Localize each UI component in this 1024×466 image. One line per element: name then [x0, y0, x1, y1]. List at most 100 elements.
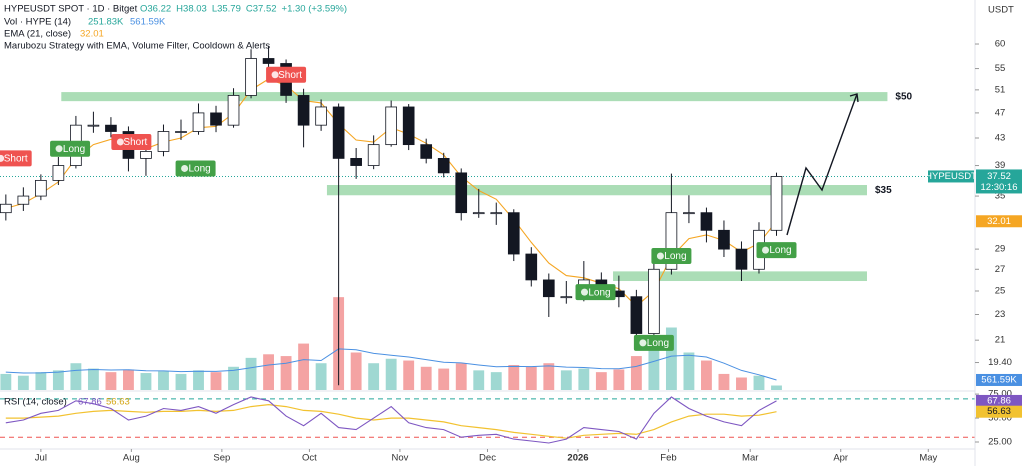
rsi-ma-line — [5, 403, 777, 439]
y-tick-label: 27 — [995, 264, 1006, 275]
countdown-label: 12:30:16 — [981, 182, 1018, 193]
volume-bar — [245, 357, 257, 390]
volume-bar — [368, 363, 380, 390]
signal-badge — [175, 160, 216, 177]
volume-bar — [771, 385, 782, 390]
currency: USDT — [988, 5, 1014, 16]
y-tick-label: 29 — [995, 244, 1006, 255]
ema-title: EMA (21, close) — [4, 29, 71, 40]
candle-body — [175, 131, 187, 133]
signal-icon — [181, 164, 189, 172]
candle-body — [560, 296, 573, 299]
signal-icon — [116, 138, 124, 146]
candle-body — [385, 106, 397, 146]
signal-label: Short — [123, 137, 147, 148]
volume-value: 251.83K — [88, 17, 124, 28]
plot-area: Short Short Short Long Long Long Long Long Long — [0, 45, 975, 444]
volume-bar — [736, 377, 747, 390]
signal-badge — [50, 140, 91, 157]
volume-bar — [35, 372, 47, 390]
candle-body — [770, 176, 783, 231]
candle-body — [507, 212, 520, 255]
volume-bar — [648, 336, 660, 390]
candle-body — [472, 212, 485, 215]
y-tick-label: 23 — [995, 309, 1006, 320]
last-price-tag — [976, 169, 1022, 194]
signal-badge — [651, 248, 692, 265]
volume-ma-line — [5, 348, 777, 381]
candle-body — [735, 248, 748, 270]
y-tick-label: 47 — [995, 107, 1006, 118]
candle-body — [105, 124, 117, 132]
projection-arrow — [786, 93, 858, 236]
rsi-value: 67.86 — [78, 397, 102, 408]
candle-body — [17, 195, 30, 205]
candle-body — [437, 158, 450, 174]
last-price-label: 37.52 — [987, 171, 1011, 182]
signal-icon — [0, 154, 5, 162]
volume-bar — [508, 365, 520, 390]
ema-tag-label: 32.01 — [987, 216, 1011, 227]
volume-bar — [525, 366, 537, 390]
volume-bar — [490, 372, 502, 390]
candle-body — [455, 172, 468, 214]
candle-body — [683, 212, 695, 215]
volume-bar — [718, 373, 730, 390]
ohlc-value: C37.52 — [246, 4, 277, 15]
rsi-tick-label: 75.00 — [988, 389, 1012, 400]
candle-body — [227, 95, 240, 126]
volume-bar — [350, 352, 362, 390]
candle-body — [262, 58, 275, 64]
candle-body — [525, 253, 538, 281]
volume-bar — [193, 370, 204, 390]
legend: HYPEUSDT SPOT · 1D · Bitget Vol · HYPE (… — [4, 4, 1014, 408]
candle-body — [542, 279, 555, 298]
volume-bar — [473, 370, 485, 390]
x-tick-label: Mar — [742, 453, 758, 464]
zone — [613, 271, 867, 282]
signal-label: Long — [647, 338, 669, 349]
volume-bar — [158, 371, 169, 390]
rsi-line — [5, 396, 777, 444]
signal-badge — [0, 150, 32, 167]
volume-bar — [70, 363, 82, 390]
volume-bar — [298, 343, 310, 390]
ema-value: 32.01 — [80, 29, 104, 40]
candle-body — [87, 124, 100, 127]
candle-body — [367, 144, 380, 166]
candle-body — [35, 179, 47, 197]
arrow-head — [849, 93, 859, 103]
x-tick-label: 2026 — [567, 453, 588, 464]
signal-label: Long — [769, 245, 791, 256]
ohlc-value: O36.22 — [140, 4, 171, 15]
x-tick-label: Sep — [213, 453, 230, 464]
signal-badge — [575, 284, 616, 301]
candle-body — [350, 158, 362, 166]
candle-body — [700, 212, 713, 231]
candle-body — [402, 106, 415, 146]
candle-body — [140, 151, 152, 159]
y-tick-label: 60 — [995, 39, 1006, 50]
candle-body — [718, 229, 730, 250]
volume-bar — [701, 360, 712, 390]
symbol-tag — [928, 170, 974, 183]
volume-bar — [0, 373, 12, 390]
y-tick-label: 51 — [995, 84, 1006, 95]
volume-ma-tag — [976, 373, 1022, 386]
volume-bar — [210, 372, 222, 390]
y-tick-label: 25 — [995, 286, 1006, 297]
volume-bar — [52, 370, 64, 390]
symbol-tag-label: HYPEUSDT — [925, 171, 977, 182]
rsi-title: RSI (14, close) — [4, 397, 67, 408]
signal-icon — [271, 71, 279, 79]
volume-bar — [613, 369, 625, 390]
candle-body — [420, 144, 433, 159]
y-tick-label: 55 — [995, 63, 1006, 74]
signal-badge — [633, 334, 674, 351]
signal-label: Short — [278, 70, 302, 81]
symbol: HYPEUSDT SPOT · 1D · Bitget — [4, 4, 138, 15]
signal-icon — [656, 252, 664, 260]
volume-bar — [403, 360, 415, 390]
x-tick-label: Jul — [35, 453, 47, 464]
